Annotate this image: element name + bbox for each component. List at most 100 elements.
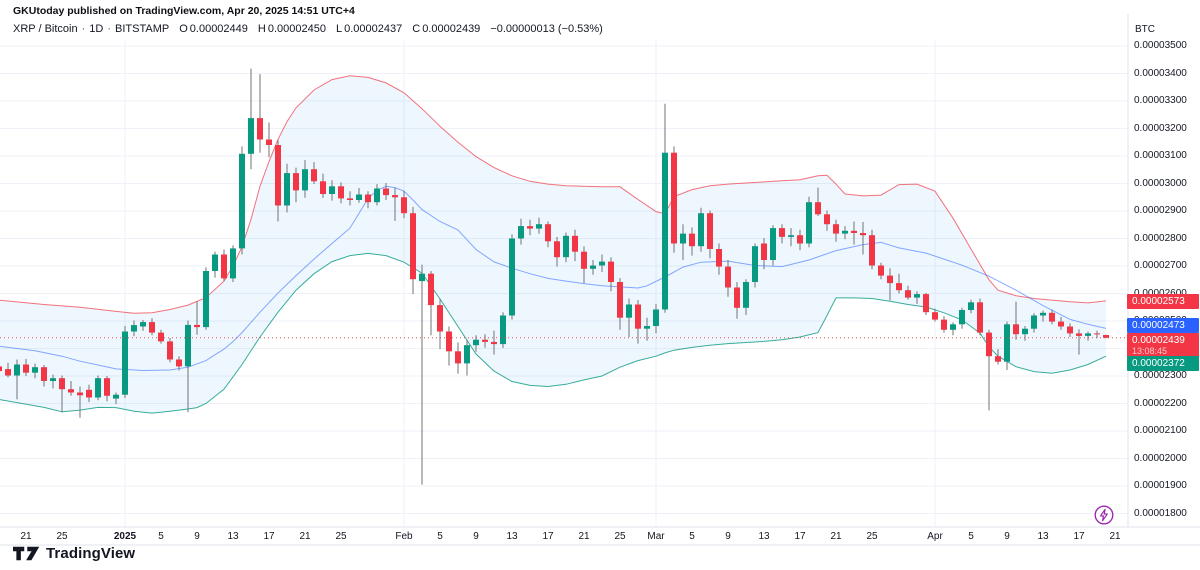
candle[interactable]	[158, 329, 164, 344]
candle[interactable]	[725, 260, 731, 297]
candle[interactable]	[941, 316, 947, 333]
candle[interactable]	[14, 359, 20, 400]
candle[interactable]	[275, 140, 281, 222]
candle[interactable]	[185, 320, 191, 413]
candle[interactable]	[878, 262, 884, 280]
boost-button[interactable]	[1093, 504, 1115, 526]
candle[interactable]	[0, 365, 2, 374]
candle[interactable]	[554, 236, 560, 267]
candle[interactable]	[392, 187, 398, 221]
candle[interactable]	[581, 246, 587, 284]
candle[interactable]	[779, 224, 785, 244]
price-scale[interactable]: BTC 0.00003500 0.00003400 0.00003300 0.0000…	[1127, 0, 1200, 570]
candle[interactable]	[824, 210, 830, 231]
candle[interactable]	[464, 339, 470, 376]
candle[interactable]	[797, 229, 803, 251]
candle[interactable]	[77, 386, 83, 418]
candle[interactable]	[86, 384, 92, 403]
candle[interactable]	[455, 342, 461, 374]
candle[interactable]	[716, 243, 722, 275]
candle[interactable]	[743, 279, 749, 315]
candle[interactable]	[995, 349, 1001, 365]
candle[interactable]	[788, 228, 794, 247]
candle[interactable]	[608, 257, 614, 292]
candle[interactable]	[50, 374, 56, 389]
candle[interactable]	[437, 298, 443, 350]
candle[interactable]	[680, 224, 686, 260]
candle[interactable]	[410, 206, 416, 295]
candle[interactable]	[1067, 323, 1073, 337]
candle[interactable]	[1103, 334, 1109, 339]
candle[interactable]	[1031, 313, 1037, 333]
candle[interactable]	[401, 190, 407, 219]
candle[interactable]	[140, 319, 146, 331]
candle[interactable]	[338, 182, 344, 204]
candle[interactable]	[662, 103, 668, 313]
candle[interactable]	[203, 267, 209, 330]
candle[interactable]	[302, 160, 308, 198]
candle[interactable]	[896, 273, 902, 294]
candle[interactable]	[815, 187, 821, 216]
candle[interactable]	[284, 163, 290, 213]
candle[interactable]	[653, 304, 659, 334]
time-scale[interactable]: 21 25 2025 5 9 13 17 21 25 Feb 5 9 13 17 21 25 Mar 5 9 13 17…	[0, 529, 1200, 545]
candle[interactable]	[572, 229, 578, 262]
candle[interactable]	[95, 375, 101, 401]
candle[interactable]	[266, 122, 272, 158]
candle[interactable]	[671, 146, 677, 253]
candle[interactable]	[1058, 316, 1064, 330]
candle[interactable]	[770, 225, 776, 266]
candle[interactable]	[887, 268, 893, 301]
symbol-name[interactable]: XRP / Bitcoin	[13, 23, 78, 35]
candle[interactable]	[131, 320, 137, 337]
candle[interactable]	[329, 180, 335, 201]
candle[interactable]	[860, 222, 866, 255]
candle[interactable]	[698, 207, 704, 252]
candle[interactable]	[806, 196, 812, 248]
candle[interactable]	[293, 167, 299, 203]
candle[interactable]	[599, 254, 605, 273]
candle[interactable]	[986, 329, 992, 411]
candle[interactable]	[536, 217, 542, 234]
candle[interactable]	[194, 301, 200, 335]
candle[interactable]	[68, 381, 74, 396]
candle[interactable]	[428, 271, 434, 336]
candle[interactable]	[122, 326, 128, 398]
candle[interactable]	[959, 307, 965, 329]
candle[interactable]	[905, 285, 911, 300]
candle[interactable]	[1013, 301, 1019, 340]
candle[interactable]	[419, 264, 425, 485]
candle[interactable]	[446, 326, 452, 366]
candle[interactable]	[1040, 310, 1046, 322]
candle[interactable]	[977, 298, 983, 336]
candle[interactable]	[374, 184, 380, 206]
exchange-label[interactable]: BITSTAMP	[115, 23, 170, 35]
candle[interactable]	[221, 249, 227, 282]
candle[interactable]	[5, 362, 11, 378]
candle[interactable]	[842, 226, 848, 240]
candle[interactable]	[869, 229, 875, 270]
candle[interactable]	[626, 298, 632, 338]
candle[interactable]	[509, 234, 515, 320]
candle[interactable]	[113, 392, 119, 405]
candle[interactable]	[167, 338, 173, 363]
candle[interactable]	[23, 359, 29, 376]
candle[interactable]	[563, 232, 569, 263]
candle[interactable]	[644, 317, 650, 341]
candle[interactable]	[734, 282, 740, 319]
candle[interactable]	[239, 146, 245, 255]
candle[interactable]	[482, 334, 488, 348]
candle[interactable]	[1085, 331, 1091, 341]
candle[interactable]	[923, 293, 929, 315]
candle[interactable]	[635, 300, 641, 344]
candle[interactable]	[617, 278, 623, 330]
candle[interactable]	[752, 243, 758, 288]
candle[interactable]	[527, 219, 533, 236]
candle[interactable]	[347, 191, 353, 206]
candle[interactable]	[518, 218, 524, 245]
candle[interactable]	[1049, 309, 1055, 325]
candle[interactable]	[1004, 321, 1010, 370]
candle[interactable]	[761, 238, 767, 270]
candle[interactable]	[104, 376, 110, 402]
